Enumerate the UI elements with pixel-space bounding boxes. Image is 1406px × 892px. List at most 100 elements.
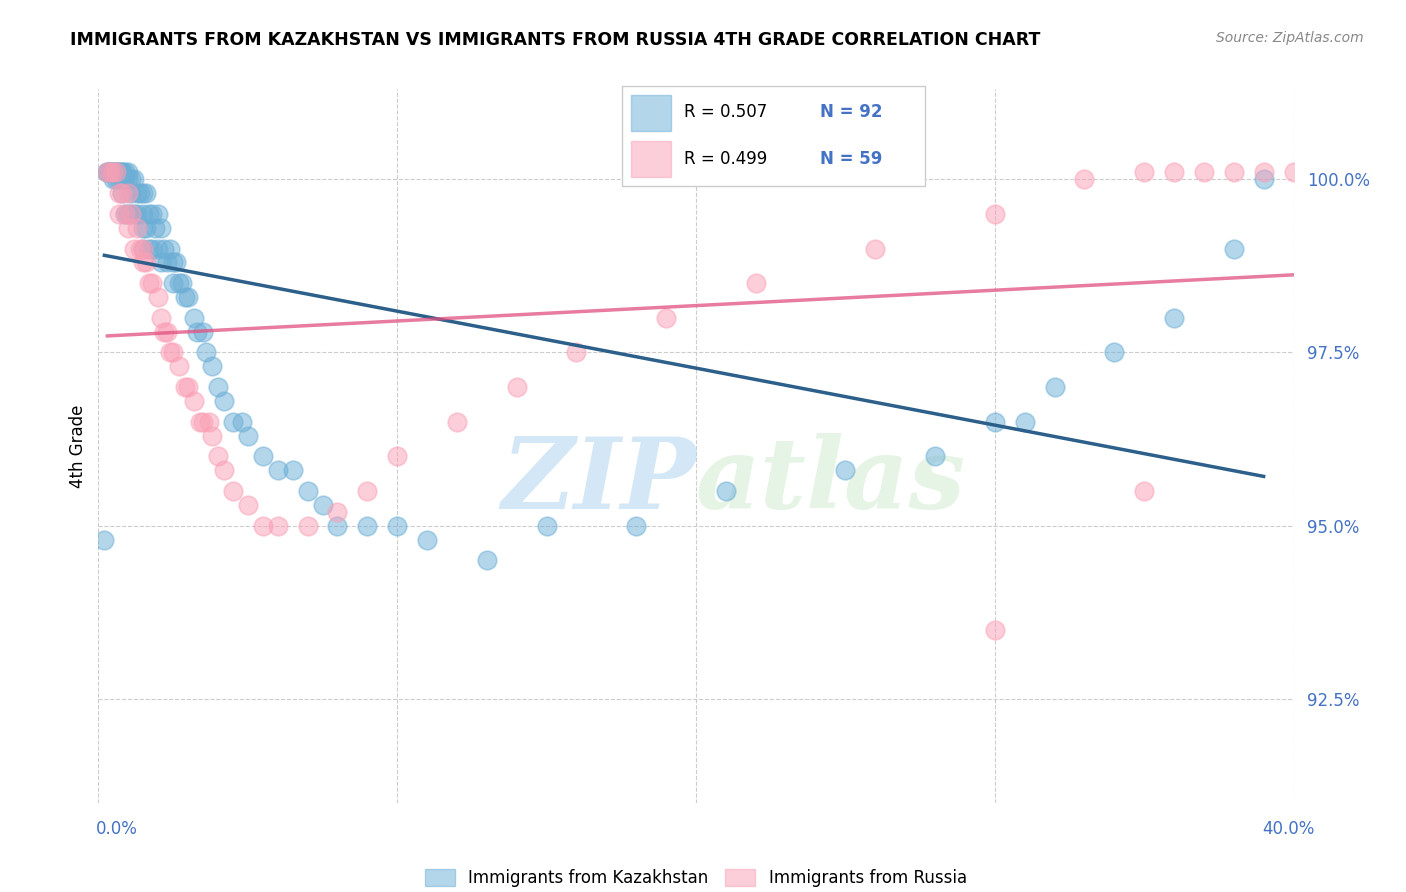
Point [1163, 165, 1185, 179]
Point [120, 207, 142, 221]
Point [114, 207, 136, 221]
Point [236, 428, 259, 442]
Point [150, 310, 173, 325]
Point [98, 165, 122, 179]
Text: R = 0.499: R = 0.499 [683, 150, 766, 168]
Point [127, 186, 149, 201]
Point [983, 207, 1005, 221]
Point [132, 242, 155, 256]
Text: N = 92: N = 92 [820, 103, 882, 121]
Point [177, 380, 200, 394]
Point [475, 553, 498, 567]
Point [111, 165, 134, 179]
Point [98, 165, 122, 179]
Point [150, 220, 173, 235]
Point [141, 242, 163, 256]
Point [1222, 242, 1246, 256]
Point [1073, 172, 1095, 186]
Point [111, 172, 134, 186]
Point [191, 325, 214, 339]
Point [252, 518, 274, 533]
Point [150, 255, 173, 269]
Point [1163, 310, 1185, 325]
Point [1253, 165, 1275, 179]
Point [167, 359, 190, 374]
Point [98, 165, 122, 179]
Point [162, 345, 184, 359]
Text: Source: ZipAtlas.com: Source: ZipAtlas.com [1216, 31, 1364, 45]
Point [148, 207, 170, 221]
Point [222, 415, 245, 429]
Point [745, 276, 768, 290]
Point [108, 165, 131, 179]
Point [143, 220, 166, 235]
Point [103, 165, 125, 179]
Point [385, 518, 409, 533]
Bar [631, 95, 671, 131]
Point [212, 463, 235, 477]
Point [183, 310, 205, 325]
Point [194, 345, 218, 359]
Text: 40.0%: 40.0% [1263, 820, 1315, 838]
Point [129, 186, 152, 201]
Point [105, 165, 128, 179]
Text: atlas: atlas [696, 434, 966, 530]
Point [159, 345, 181, 359]
Point [117, 172, 139, 186]
Point [105, 165, 128, 179]
Y-axis label: 4th Grade: 4th Grade [69, 404, 87, 488]
Point [834, 463, 856, 477]
Point [177, 290, 200, 304]
Text: N = 59: N = 59 [820, 150, 882, 168]
Point [536, 518, 558, 533]
Point [446, 415, 468, 429]
Point [132, 186, 155, 201]
Point [311, 498, 333, 512]
Point [148, 242, 170, 256]
Point [138, 276, 160, 290]
Point [183, 394, 205, 409]
Point [105, 172, 128, 186]
Point [165, 255, 187, 269]
Point [297, 483, 319, 498]
Point [231, 415, 253, 429]
Point [207, 450, 229, 464]
Point [120, 207, 142, 221]
Point [1282, 165, 1305, 179]
Point [267, 518, 290, 533]
Point [714, 483, 737, 498]
Text: ZIP: ZIP [501, 434, 696, 530]
Point [105, 165, 128, 179]
Point [156, 325, 179, 339]
Point [167, 276, 190, 290]
FancyBboxPatch shape [621, 86, 925, 186]
Point [565, 345, 588, 359]
Point [207, 380, 229, 394]
Point [111, 186, 134, 201]
Point [198, 415, 221, 429]
Point [162, 255, 184, 269]
Point [297, 518, 319, 533]
Point [1133, 483, 1156, 498]
Point [103, 165, 125, 179]
Point [108, 186, 131, 201]
Point [114, 207, 136, 221]
Point [148, 290, 170, 304]
Point [326, 505, 349, 519]
Point [281, 463, 304, 477]
Text: IMMIGRANTS FROM KAZAKHSTAN VS IMMIGRANTS FROM RUSSIA 4TH GRADE CORRELATION CHART: IMMIGRANTS FROM KAZAKHSTAN VS IMMIGRANTS… [70, 31, 1040, 49]
Point [120, 172, 142, 186]
Point [98, 165, 122, 179]
Point [153, 325, 176, 339]
Point [191, 415, 214, 429]
Point [159, 242, 181, 256]
Point [1102, 345, 1125, 359]
Point [1133, 165, 1156, 179]
Point [416, 533, 439, 547]
Point [385, 450, 409, 464]
Point [108, 172, 131, 186]
Point [1253, 172, 1275, 186]
Point [124, 207, 146, 221]
Point [96, 165, 118, 179]
Point [117, 207, 139, 221]
